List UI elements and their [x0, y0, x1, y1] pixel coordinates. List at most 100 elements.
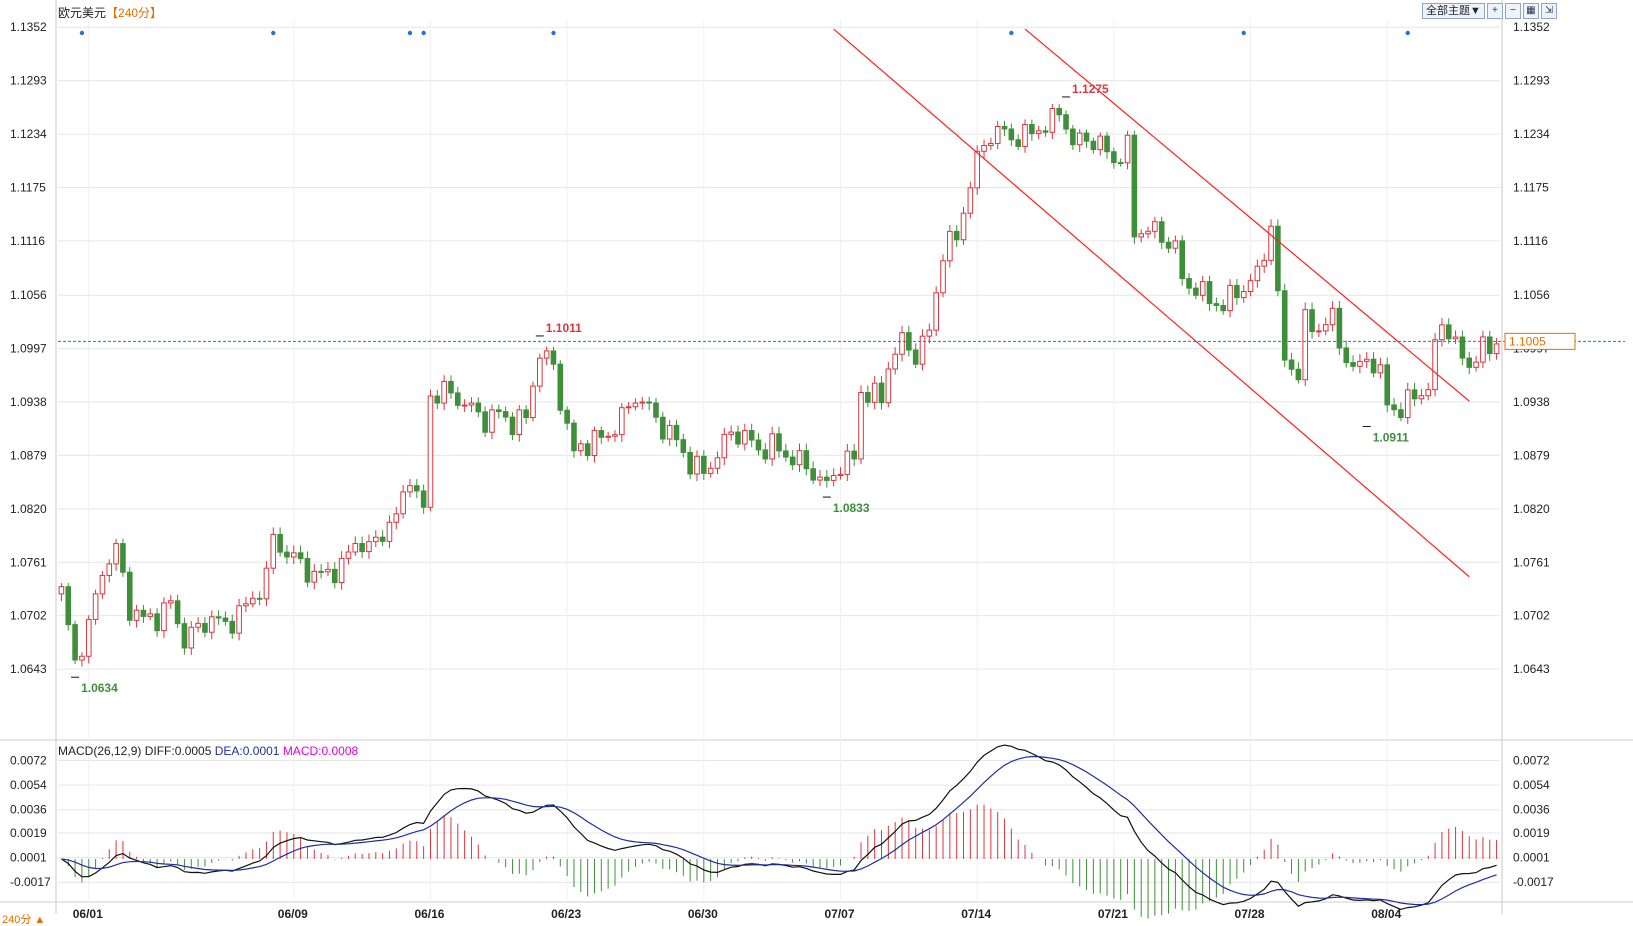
grid-icon[interactable]: ▦ — [1522, 3, 1539, 19]
expand-icon[interactable]: ⇲ — [1540, 3, 1557, 19]
candle-body — [229, 620, 236, 634]
current-price-label: 1.1005 — [1509, 334, 1546, 348]
candle — [1138, 229, 1145, 243]
candle — [571, 419, 577, 458]
candle-body — [379, 536, 386, 542]
candle-body — [598, 430, 605, 438]
zoom-out-icon[interactable]: − — [1504, 3, 1521, 19]
candle-body — [612, 434, 618, 437]
x-tick-label: 07/21 — [1098, 907, 1128, 921]
candle-body — [393, 513, 400, 523]
candle — [1227, 279, 1233, 318]
macd-tick-label-left: 0.0019 — [10, 826, 47, 840]
candle — [1063, 110, 1069, 134]
candle-body — [1056, 107, 1062, 116]
candle-body — [728, 431, 734, 435]
candle-body — [1104, 135, 1110, 153]
candle-body — [290, 552, 297, 558]
candle — [167, 594, 174, 609]
candle — [1022, 119, 1028, 153]
y-tick-label-left: 1.0879 — [10, 448, 47, 462]
candle — [578, 440, 584, 456]
candle-body — [1384, 364, 1391, 406]
candle — [1302, 302, 1309, 386]
candle — [359, 536, 365, 559]
candle — [837, 467, 844, 480]
candle — [803, 443, 810, 476]
candle-body — [366, 541, 372, 553]
candle-body — [181, 623, 188, 649]
candle-body — [1117, 162, 1124, 165]
candle-body — [174, 600, 181, 625]
candle-body — [1111, 151, 1117, 164]
candle-body — [578, 443, 584, 452]
candle-body — [837, 473, 844, 476]
theme-dropdown[interactable]: 全部主题▼ — [1422, 3, 1485, 19]
period-label[interactable]: 【240分】 — [106, 6, 163, 20]
candle — [516, 405, 523, 442]
candle-body — [530, 385, 536, 419]
candle — [824, 469, 830, 488]
candle-body — [516, 409, 523, 435]
candle — [892, 347, 898, 375]
candle-body — [960, 212, 967, 241]
candle — [188, 621, 195, 656]
candle — [871, 376, 878, 410]
candle — [926, 323, 933, 344]
period-switch[interactable]: 240分 ▲ — [0, 914, 48, 926]
candle — [1097, 132, 1104, 156]
macd-tick-label-right: 0.0001 — [1513, 851, 1550, 865]
candle — [502, 406, 509, 422]
candle-body — [1220, 305, 1227, 312]
current-price-box — [1504, 332, 1576, 350]
candle — [530, 381, 536, 422]
candle-body — [919, 335, 926, 365]
candle — [1001, 121, 1008, 137]
candle-body — [619, 407, 625, 436]
candle-body — [796, 450, 803, 466]
candle-body — [249, 597, 256, 605]
candle-body — [1001, 125, 1008, 130]
candle — [1336, 301, 1343, 356]
candle — [1131, 130, 1138, 245]
candle-body — [687, 451, 693, 475]
candle-body — [762, 449, 769, 460]
candle — [1213, 297, 1220, 312]
zoom-in-icon[interactable]: + — [1486, 3, 1503, 19]
y-tick-label-right: 1.1175 — [1513, 180, 1549, 194]
macd-tick-label-right: 0.0054 — [1513, 778, 1550, 792]
candle-body — [297, 552, 304, 560]
candle-body — [1049, 107, 1056, 133]
candle — [1070, 124, 1076, 150]
candle — [974, 145, 980, 195]
candle — [687, 446, 693, 480]
candle — [940, 254, 946, 298]
candle-body — [653, 402, 659, 418]
candle — [1275, 219, 1281, 297]
candle — [1357, 354, 1363, 374]
candle — [1343, 340, 1350, 368]
low-annotation: 1.0911 — [1373, 430, 1409, 444]
candle-body — [1124, 134, 1131, 164]
candle — [72, 620, 78, 665]
candle-body — [571, 422, 577, 452]
candle — [810, 461, 816, 485]
candle — [591, 426, 598, 463]
y-tick-label-left: 1.0820 — [10, 502, 47, 516]
candle-body — [632, 402, 639, 408]
candle — [632, 398, 639, 411]
candle — [653, 397, 659, 423]
candle-body — [1275, 225, 1281, 292]
candle-body — [817, 476, 823, 481]
candle — [1425, 382, 1432, 401]
candle-body — [810, 468, 816, 481]
candle — [680, 433, 687, 458]
candle-body — [1445, 324, 1452, 340]
candle-body — [1145, 230, 1151, 235]
candle-body — [113, 543, 119, 565]
macd-tick-label-right: 0.0036 — [1513, 803, 1550, 817]
candle — [229, 614, 236, 639]
candle — [1083, 129, 1090, 148]
candle-body — [714, 457, 721, 469]
